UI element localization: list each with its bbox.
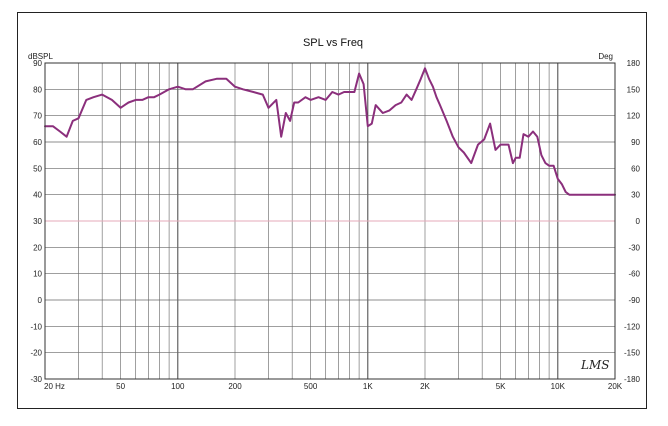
spl-vs-freq-chart: SPL vs Freq dBSPL Deg 90 80 70 60 50 40 30 20 10…	[28, 37, 641, 391]
y-right-tick-label: -150	[624, 349, 641, 358]
y-right-tick-label: 60	[631, 164, 640, 173]
chart-frame: SPL vs Freq dBSPL Deg 90 80 70 60 50 40 30 20 10…	[17, 12, 647, 409]
y-left-tick-label: 10	[33, 270, 42, 279]
y-right-tick-label: 0	[636, 217, 641, 226]
chart-title: SPL vs Freq	[303, 37, 363, 49]
y-left-tick-label: 0	[38, 296, 43, 305]
x-tick-label: 5K	[496, 382, 506, 391]
y-axis-right-labels: 180 150 120 90 60 30 0 -30 -60 -90 -120 -150 -180	[624, 59, 641, 384]
x-tick-label: 200	[228, 382, 242, 391]
plot-border	[44, 62, 616, 380]
x-tick-label: 100	[171, 382, 185, 391]
y-left-tick-label: 80	[33, 85, 42, 94]
y-right-tick-label: -60	[628, 270, 640, 279]
x-tick-label: 50	[116, 382, 125, 391]
x-axis-labels: 20 Hz 50 100 200 500 1K 2K 5K 10K 20K	[44, 382, 623, 391]
right-axis-unit: Deg	[598, 52, 613, 61]
x-tick-label: 500	[304, 382, 318, 391]
y-right-tick-label: 120	[627, 112, 641, 121]
y-left-tick-label: -20	[30, 349, 42, 358]
x-tick-label: 20 Hz	[44, 382, 65, 391]
y-left-tick-label: 40	[33, 191, 42, 200]
x-tick-label: 20K	[608, 382, 623, 391]
series-group	[44, 67, 616, 196]
y-right-tick-label: -30	[628, 243, 640, 252]
y-left-tick-label: 50	[33, 164, 42, 173]
y-right-tick-label: 150	[627, 85, 641, 94]
y-right-tick-label: 180	[627, 59, 641, 68]
y-left-tick-label: 30	[33, 217, 42, 226]
left-axis-unit: dBSPL	[28, 52, 53, 61]
x-tick-label: 10K	[551, 382, 566, 391]
y-left-tick-label: -30	[30, 375, 42, 384]
y-left-tick-label: 90	[33, 59, 42, 68]
y-left-tick-label: 70	[33, 112, 42, 121]
spl-series-line	[44, 67, 616, 196]
y-left-tick-label: -10	[30, 322, 42, 331]
x-tick-label: 2K	[420, 382, 430, 391]
x-tick-label: 1K	[363, 382, 373, 391]
y-left-tick-label: 20	[33, 243, 42, 252]
y-right-tick-label: 30	[631, 191, 640, 200]
y-right-tick-label: -120	[624, 322, 641, 331]
lms-logo: LMS	[580, 358, 609, 372]
y-axis-left-labels: 90 80 70 60 50 40 30 20 10 0 -10 -20 -30	[30, 59, 42, 384]
y-left-tick-label: 60	[33, 138, 42, 147]
y-right-tick-label: -90	[628, 296, 640, 305]
y-right-tick-label: -180	[624, 375, 641, 384]
y-right-tick-label: 90	[631, 138, 640, 147]
